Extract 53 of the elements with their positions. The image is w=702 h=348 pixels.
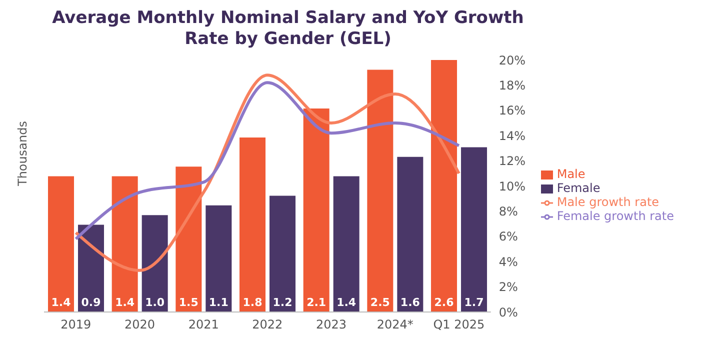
y2-tick-label: 2% [498, 280, 518, 294]
bar [367, 70, 394, 312]
legend-label: Female [556, 181, 600, 195]
x-tick-label: 2022 [252, 318, 283, 332]
bar [206, 205, 232, 312]
data-label: 1.7 [464, 296, 484, 309]
data-label: 1.5 [178, 296, 198, 309]
bar [270, 196, 296, 312]
bar [142, 215, 168, 312]
y2-tick-label: 20% [498, 53, 526, 68]
bar [397, 156, 424, 312]
bar [431, 60, 458, 312]
y2-tick-label: 10% [498, 179, 526, 194]
x-tick-label: 2024* [376, 318, 414, 332]
x-tick-label: Q1 2025 [433, 318, 485, 332]
data-label: 1.0 [145, 296, 165, 309]
data-label: 1.6 [400, 296, 420, 309]
bar [176, 166, 202, 312]
data-label: 0.9 [81, 296, 101, 309]
data-label: 1.4 [115, 296, 135, 309]
legend-label: Female growth rate [556, 209, 674, 223]
data-label: 2.6 [434, 296, 454, 309]
data-label: 2.5 [370, 296, 390, 309]
bar [333, 176, 360, 312]
y2-tick-label: 18% [498, 78, 526, 92]
x-tick-label: 2019 [60, 318, 92, 332]
bar [112, 176, 138, 312]
legend-label: Male [556, 167, 586, 181]
x-tick-label: 2020 [124, 318, 156, 332]
line-series [74, 74, 460, 272]
bar [303, 108, 330, 312]
legend-label: Male growth rate [556, 195, 660, 209]
x-tick-label: 2021 [188, 318, 219, 332]
y2-tick-label: 8% [498, 204, 518, 218]
y2-tick-label: 14% [498, 128, 526, 143]
data-label: 1.1 [208, 296, 228, 309]
y2-tick-label: 4% [498, 254, 518, 269]
y2-tick-label: 16% [498, 104, 526, 118]
data-label: 1.4 [51, 296, 72, 309]
bar [240, 138, 266, 312]
x-tick-label: 2023 [316, 318, 347, 332]
chart-title: Average Monthly Nominal Salary and YoY Growth Rate by Gender (GEL) [51, 8, 525, 50]
bar [48, 176, 74, 312]
bar [461, 147, 488, 312]
y2-tick-label: 6% [498, 230, 518, 244]
y-axis-title: Thousands [15, 121, 30, 187]
data-label: 1.4 [336, 296, 356, 309]
data-label: 1.8 [242, 296, 262, 309]
y2-tick-label: 12% [498, 154, 526, 168]
data-label: 1.2 [272, 296, 292, 309]
data-label: 2.1 [306, 296, 326, 309]
line-series [74, 81, 460, 240]
y2-tick-label: 0% [498, 305, 518, 320]
